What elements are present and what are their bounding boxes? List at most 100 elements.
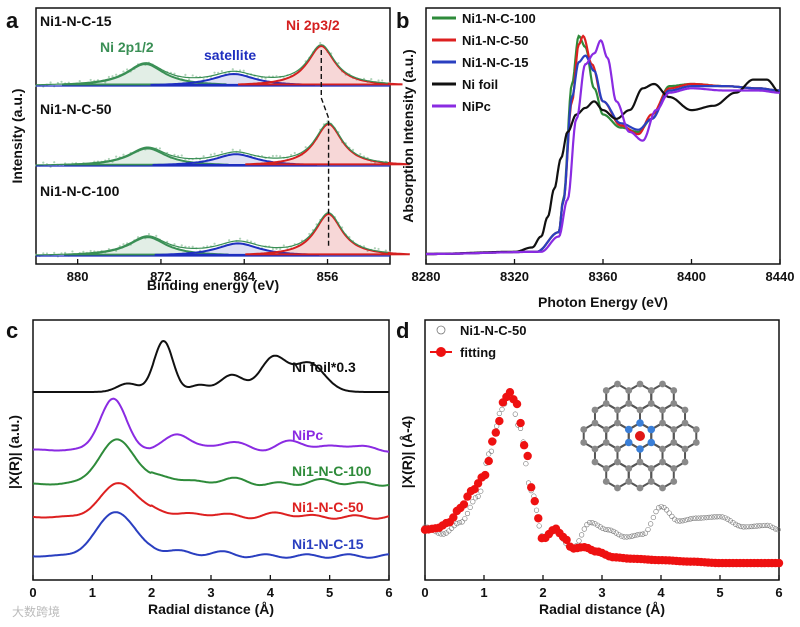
exp-data-point xyxy=(679,518,686,524)
exp-data-point xyxy=(581,526,587,532)
fit-data-point xyxy=(480,470,490,480)
exp-data-point xyxy=(533,507,540,513)
raw-data-point xyxy=(275,247,278,251)
fit-data-point xyxy=(505,387,515,397)
raw-data-point xyxy=(213,242,216,245)
raw-data-point xyxy=(384,249,387,252)
exp-data-point xyxy=(459,519,465,525)
exp-data-point xyxy=(656,505,662,511)
exp-data-point xyxy=(775,527,781,533)
panel-d-tick-label: 6 xyxy=(775,585,782,600)
exp-data-point xyxy=(722,515,728,521)
exp-data-point xyxy=(629,533,635,539)
carbon-atom xyxy=(647,400,655,407)
envelope-fit xyxy=(36,44,388,86)
panel-b-label: b xyxy=(396,8,409,33)
exp-data-point xyxy=(621,534,627,540)
fit-data-point xyxy=(516,418,525,428)
carbon-atom xyxy=(602,400,610,407)
raw-data-point xyxy=(231,148,234,151)
exp-data-point xyxy=(677,518,683,524)
panel-a-x-ticks: 880 872 864 856 xyxy=(67,259,338,284)
raw-data-point xyxy=(45,252,49,255)
raw-data-point xyxy=(42,161,45,164)
panel-d-plot xyxy=(420,387,784,568)
panel-b-tick-label: 8280 xyxy=(412,269,441,284)
exp-data-point xyxy=(632,532,638,539)
peak-shift-dashed-path xyxy=(320,97,330,248)
exp-data-point xyxy=(448,525,455,531)
exp-data-point xyxy=(597,524,603,530)
raw-data-point xyxy=(122,243,125,246)
fit-data-point xyxy=(484,456,493,466)
exp-data-point xyxy=(624,534,630,540)
panel-c-tick-label: 5 xyxy=(326,585,333,600)
exp-data-point xyxy=(608,527,614,533)
raw-data-point xyxy=(115,73,118,76)
raw-data-point xyxy=(213,152,216,155)
fit-data-point xyxy=(774,558,784,568)
exp-data-point xyxy=(486,451,492,457)
raw-data-point xyxy=(246,239,249,242)
carbon-atom xyxy=(659,484,666,492)
panel-d-tick-label: 5 xyxy=(716,585,723,600)
exp-data-point xyxy=(727,518,733,524)
series-label-nifoil: Ni foil*0.3 xyxy=(292,359,356,375)
panel-d-tick-label: 3 xyxy=(598,585,605,600)
panel-c-tick-label: 1 xyxy=(89,585,96,600)
exp-data-point xyxy=(703,514,710,521)
exp-data-point xyxy=(618,533,625,539)
exp-data-point xyxy=(714,514,720,520)
carbon-atom xyxy=(681,445,689,453)
raw-data-point xyxy=(184,73,187,76)
fit-data-point xyxy=(459,500,469,509)
ft-exafs-line-0 xyxy=(33,339,389,393)
raw-data-point xyxy=(78,79,81,83)
panel-b-ylabel: Absorption Intensity (a.u.) xyxy=(400,49,416,222)
carbon-atom xyxy=(659,458,666,466)
peak-fit-0 xyxy=(64,236,229,256)
exp-data-point xyxy=(687,516,694,522)
legend-open-marker xyxy=(436,325,446,335)
carbon-atom xyxy=(614,419,621,427)
raw-data-point xyxy=(107,75,110,79)
raw-data-point xyxy=(49,81,52,84)
panel-c-xlabel: Radial distance (Å) xyxy=(148,601,274,617)
nitrogen-atom xyxy=(636,445,644,453)
legend-entry: Ni1-N-C-50 xyxy=(460,323,526,338)
ft-exafs-line-1 xyxy=(32,397,389,453)
exp-data-point xyxy=(653,509,659,515)
exp-data-point xyxy=(685,516,691,523)
exp-data-point xyxy=(767,523,773,529)
raw-data-point xyxy=(209,153,213,156)
legend-entry: Ni foil xyxy=(462,77,498,92)
exp-data-point xyxy=(587,519,593,526)
carbon-atom xyxy=(647,465,655,472)
peak-label-ni2p32: Ni 2p3/2 xyxy=(286,17,340,33)
raw-data-point xyxy=(275,154,278,157)
exp-data-point xyxy=(733,521,739,527)
ft-exafs-line-3 xyxy=(32,482,390,520)
carbon-atom xyxy=(647,387,655,394)
carbon-atom xyxy=(591,419,599,427)
raw-data-point xyxy=(173,153,176,156)
raw-data-point xyxy=(111,75,114,78)
exp-data-point xyxy=(669,513,675,519)
carbon-atom xyxy=(670,478,678,485)
panel-b-xlabel: Photon Energy (eV) xyxy=(538,294,668,310)
panel-c-label: c xyxy=(6,318,18,343)
exp-data-point xyxy=(610,528,617,535)
carbon-atom xyxy=(636,484,644,492)
raw-data-point xyxy=(238,69,242,72)
legend-entry: Ni1-N-C-15 xyxy=(462,55,528,70)
carbon-atom xyxy=(659,406,666,414)
panel-d-label: d xyxy=(396,318,409,343)
panel-a: a 880 872 864 856 Ni1-N-C-15 Ni1-N-C-50 Ni1… xyxy=(6,7,410,293)
raw-data-point xyxy=(308,232,311,236)
legend-entry: NiPc xyxy=(462,99,491,114)
carbon-atom xyxy=(670,439,678,446)
xanes-line-4 xyxy=(426,38,780,256)
exp-data-point xyxy=(438,531,444,537)
carbon-atom xyxy=(591,458,599,466)
carbon-atom xyxy=(670,426,678,433)
